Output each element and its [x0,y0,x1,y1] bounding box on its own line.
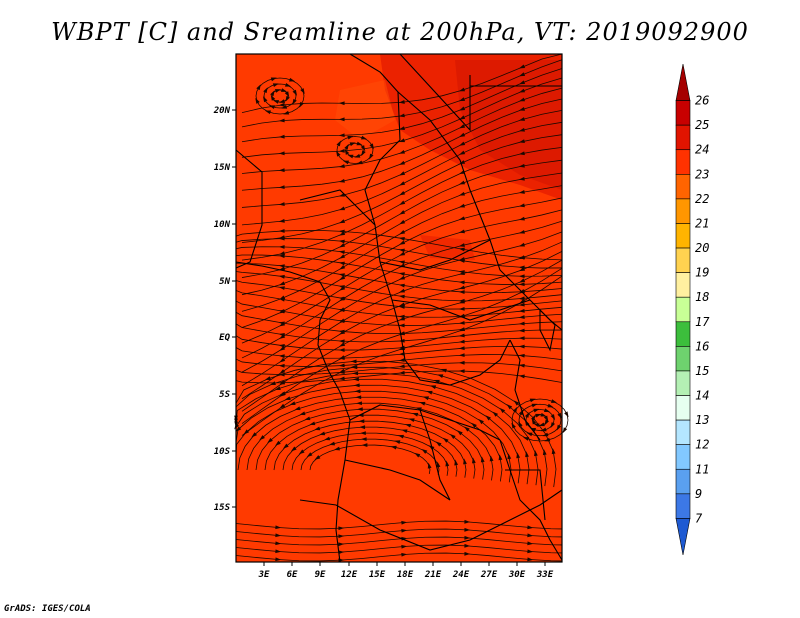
lat-label: 10S [214,447,231,457]
lat-label: 10N [214,220,231,230]
colorbar-label: 9 [695,487,702,501]
colorbar-segment [675,247,691,273]
colorbar-segment [675,468,691,495]
colorbar-label: 18 [695,290,709,304]
colorbar-segment [675,100,691,126]
colorbar-label: 26 [695,94,709,108]
colorbar-label: 13 [695,413,709,427]
lon-label: 3E [258,570,270,580]
lon-label: 6E [287,570,298,580]
colorbar-segment [675,493,691,519]
colorbar-segment [675,124,691,151]
lat-label: EQ [219,333,230,343]
lon-label: 18E [397,570,414,580]
colorbar-segment [675,346,691,372]
lon-label: 12E [341,570,358,580]
colorbar-cap-bottom [675,518,691,556]
colorbar-segment [675,149,691,175]
colorbar-cap-top [675,63,691,101]
latitude-labels: 20N 15N 10N 5N EQ 5S 10S 15S [213,106,236,513]
colorbar-segment [675,198,691,224]
lon-label: 21E [424,570,442,580]
colorbar-label: 17 [695,315,710,329]
colorbar-segment [675,223,691,249]
lon-label: 33E [536,570,554,580]
colorbar-segment [675,444,691,470]
lon-label: 9E [315,570,326,580]
chart-title: WBPT [C] and Sreamline at 200hPa, VT: 20… [51,18,749,46]
colorbar-segment [675,370,691,396]
colorbar-label: 15 [695,364,709,378]
lat-label: 15S [214,503,231,513]
lon-label: 30E [508,570,526,580]
lat-label: 5N [219,277,230,287]
streamline-arrows [234,64,569,563]
colorbar-label: 12 [695,438,709,452]
colorbar-segment [675,174,691,200]
colorbar-label: 21 [695,216,709,230]
lat-label: 20N [213,106,231,116]
colorbar-label: 11 [695,462,709,476]
colorbar-label: 14 [695,389,709,403]
colorbar-label: 7 [695,511,703,525]
lon-label: 15E [369,570,386,580]
colorbar-segment [675,272,691,298]
colorbar-label: 20 [695,241,709,255]
colorbar-label: 22 [695,192,709,206]
lat-label: 5S [219,390,230,400]
map-frame [235,53,563,563]
colorbar-segment [675,321,691,347]
lon-label: 27E [480,570,498,580]
colorbar: 26 25 24 23 22 21 20 19 18 17 16 15 14 13 12 11 9 7 [675,63,710,556]
lon-label: 24E [452,570,470,580]
colorbar-segment [675,395,691,421]
country-borders [235,53,563,563]
grads-credit: GrADS: IGES/COLA [4,604,91,614]
colorbar-label: 24 [695,143,709,157]
longitude-labels: 3E 6E 9E 12E 15E 18E 21E 24E 27E 30E 33E [258,562,554,580]
colorbar-segment [675,419,691,445]
colorbar-label: 16 [695,339,709,353]
colorbar-label: 23 [695,167,709,181]
lat-label: 15N [214,163,231,173]
colorbar-label: 25 [695,118,709,132]
colorbar-segment [675,296,691,323]
colorbar-label: 19 [695,266,709,280]
